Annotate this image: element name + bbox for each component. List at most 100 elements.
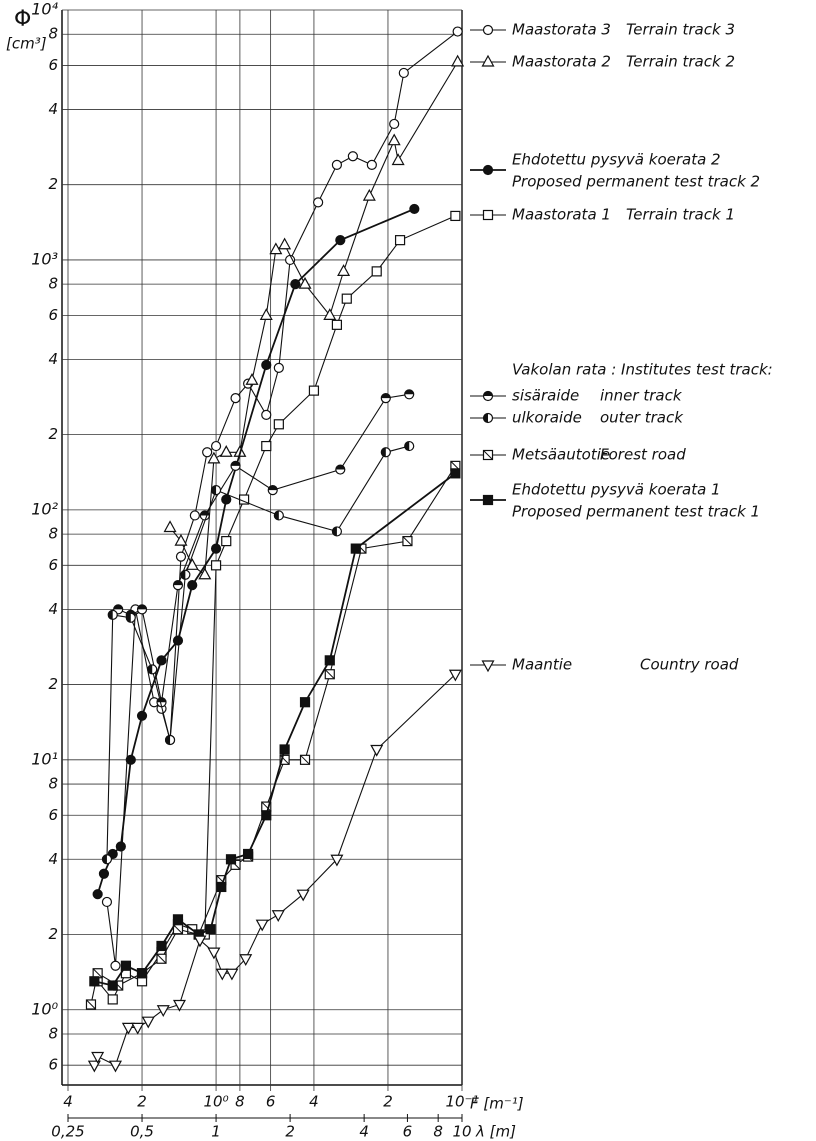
marker <box>259 308 273 320</box>
marker <box>172 999 187 1012</box>
marker-fill <box>404 389 414 395</box>
marker <box>156 655 167 666</box>
marker <box>271 910 285 922</box>
marker <box>120 960 132 971</box>
marker <box>221 536 232 547</box>
x-tick-label: 8 <box>433 1123 443 1141</box>
marker <box>163 520 177 533</box>
x2-tick-label: 10⁻¹ <box>445 1093 478 1111</box>
series-line <box>106 445 410 860</box>
marker <box>450 210 461 222</box>
y-label: Φ <box>14 7 31 32</box>
marker-slash <box>173 924 183 935</box>
legend-label: Maantie <box>512 656 572 674</box>
y-tick-label: 10³ <box>31 249 58 268</box>
y-tick-label: 8 <box>48 775 58 793</box>
x2-tick-label: 4 <box>63 1093 73 1111</box>
marker <box>409 203 420 215</box>
marker <box>172 635 184 646</box>
marker <box>313 197 324 208</box>
marker-fill <box>102 854 107 864</box>
marker-fill <box>332 526 337 536</box>
y-tick-label: 10² <box>31 499 58 518</box>
marker <box>225 968 239 981</box>
marker <box>330 854 344 867</box>
marker <box>205 924 216 935</box>
marker <box>243 848 254 860</box>
x2-tick-label: 6 <box>266 1093 276 1111</box>
legend-label: Country road <box>640 656 739 674</box>
marker <box>350 543 361 554</box>
marker <box>207 947 221 960</box>
marker <box>389 118 400 130</box>
legend-label: inner track <box>600 387 683 405</box>
marker <box>131 1022 145 1035</box>
x-tick-label: 0,5 <box>130 1123 154 1141</box>
marker <box>175 551 187 562</box>
y-tick-label: 6 <box>48 56 58 74</box>
legend-label: Ehdotettu pysyvä koerata 2 <box>512 151 721 169</box>
marker <box>189 510 200 521</box>
marker <box>108 1060 123 1073</box>
marker <box>91 1051 105 1064</box>
y-tick-label: 8 <box>48 525 58 543</box>
marker-fill <box>165 735 171 745</box>
marker <box>308 385 320 396</box>
marker <box>156 940 167 952</box>
marker <box>448 669 462 682</box>
x2-tick-label: 8 <box>235 1093 245 1111</box>
marker-fill <box>268 485 278 491</box>
marker-fill <box>173 580 183 586</box>
marker-slash <box>261 801 272 812</box>
marker <box>193 935 207 948</box>
marker <box>101 896 113 908</box>
legend-label: Ehdotettu pysyvä koerata 1 <box>512 481 721 499</box>
marker <box>107 994 118 1005</box>
marker <box>87 1060 101 1073</box>
marker <box>482 494 494 506</box>
series-line <box>96 208 415 895</box>
marker <box>371 266 382 277</box>
marker <box>92 889 103 900</box>
y-tick-label: 2 <box>48 175 58 193</box>
y-tick-label: 6 <box>48 306 58 324</box>
marker <box>210 543 222 554</box>
marker-fill <box>113 604 123 610</box>
y-unit: [cm³] <box>6 35 47 53</box>
marker <box>324 655 335 666</box>
marker <box>398 67 409 79</box>
y-tick-label: 8 <box>48 1024 58 1042</box>
marker-slash <box>483 450 493 460</box>
marker <box>219 445 233 457</box>
x2-tick-label: 10⁰ <box>204 1093 229 1111</box>
marker <box>172 914 184 925</box>
y-tick-label: 10¹ <box>31 749 58 768</box>
marker-fill <box>483 391 493 396</box>
marker <box>215 968 229 981</box>
x-tick-label: 0,25 <box>51 1123 84 1141</box>
marker <box>298 276 312 289</box>
marker <box>451 54 465 67</box>
x-tick-label: 4 <box>359 1123 369 1141</box>
marker <box>299 697 311 708</box>
marker <box>331 159 343 171</box>
marker <box>273 419 284 430</box>
marker <box>387 133 401 146</box>
marker <box>362 188 376 201</box>
marker-fill <box>108 610 113 620</box>
marker-slash <box>92 968 103 979</box>
y-tick-label: 4 <box>48 350 58 368</box>
marker <box>115 841 126 852</box>
marker <box>370 744 384 757</box>
marker-fill <box>231 461 241 466</box>
x-tick-label: 2 <box>285 1123 295 1141</box>
marker <box>98 868 110 879</box>
marker-fill <box>180 570 186 580</box>
marker <box>261 359 272 371</box>
legend-label: Forest road <box>600 446 686 464</box>
x2-tick-label: 2 <box>383 1093 393 1111</box>
marker <box>216 881 227 893</box>
marker <box>331 319 343 330</box>
marker <box>482 164 494 176</box>
